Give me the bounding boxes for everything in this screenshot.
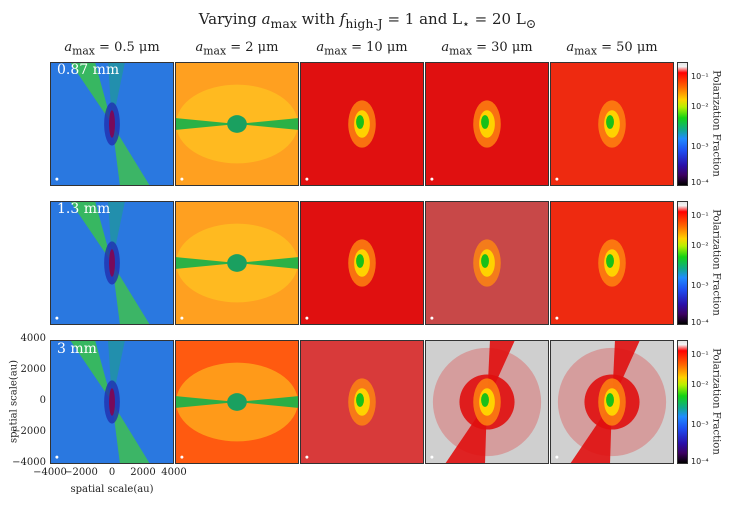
- map-panel-r0-c2: [300, 62, 424, 186]
- map-panel-r1-c3: [425, 201, 549, 325]
- x-tick-label: −2000: [64, 467, 98, 478]
- column-header-2: amax = 10 μm: [316, 40, 408, 58]
- map-panel-r1-c1: [175, 201, 299, 325]
- column-header-4: amax = 50 μm: [566, 40, 658, 58]
- map-panel-r1-c4: [550, 201, 674, 325]
- cbar-tick: 10⁻²: [691, 380, 709, 389]
- cbar-tick: 10⁻¹: [691, 211, 709, 220]
- cbar-tick: 10⁻³: [691, 420, 709, 429]
- wavelength-label-row-0: 0.87 mm: [57, 62, 120, 78]
- map-panel-r0-c4: [550, 62, 674, 186]
- colorbar-label-row-1: Polarization Fraction: [710, 209, 722, 316]
- map-panel-r1-c0: [50, 201, 174, 325]
- cbar-tick: 10⁻³: [691, 142, 709, 151]
- y-tick-label: 2000: [20, 364, 46, 375]
- y-tick-label: −2000: [12, 426, 46, 437]
- map-panel-r0-c3: [425, 62, 549, 186]
- cbar-tick: 10⁻⁴: [691, 318, 709, 327]
- map-panel-r0-c0: [50, 62, 174, 186]
- colorbar-row-2: [677, 340, 688, 464]
- wavelength-label-row-2: 3 mm: [57, 341, 97, 357]
- y-tick-label: 4000: [20, 333, 46, 344]
- cbar-tick: 10⁻¹: [691, 350, 709, 359]
- map-panel-r2-c1: [175, 340, 299, 464]
- colorbar-row-0: [677, 62, 688, 186]
- x-tick-label: 0: [108, 467, 116, 478]
- x-tick-label: 2000: [130, 467, 156, 478]
- wavelength-label-row-1: 1.3 mm: [57, 201, 111, 217]
- cbar-tick: 10⁻⁴: [691, 457, 709, 466]
- cbar-tick: 10⁻¹: [691, 72, 709, 81]
- colorbar-label-row-2: Polarization Fraction: [710, 348, 722, 455]
- cbar-tick: 10⁻²: [691, 102, 709, 111]
- cbar-tick: 10⁻⁴: [691, 178, 709, 187]
- figure-title: Varying amax with fhigh-J = 1 and L⋆ = 2…: [198, 10, 537, 31]
- cbar-tick: 10⁻²: [691, 241, 709, 250]
- column-header-1: amax = 2 μm: [195, 40, 279, 58]
- x-tick-label: 4000: [161, 467, 187, 478]
- map-panel-r2-c2: [300, 340, 424, 464]
- map-panel-r2-c4: [550, 340, 674, 464]
- map-panel-r2-c3: [425, 340, 549, 464]
- column-header-0: amax = 0.5 μm: [64, 40, 160, 58]
- colorbar-row-1: [677, 201, 688, 325]
- x-tick-label: −4000: [33, 467, 67, 478]
- map-panel-r2-c0: [50, 340, 174, 464]
- cbar-tick: 10⁻³: [691, 281, 709, 290]
- map-panel-r1-c2: [300, 201, 424, 325]
- y-tick-label: 0: [39, 395, 46, 406]
- column-header-3: amax = 30 μm: [441, 40, 533, 58]
- x-axis-title: spatial scale(au): [70, 484, 154, 495]
- map-panel-r0-c1: [175, 62, 299, 186]
- y-tick-label: −4000: [12, 457, 46, 468]
- colorbar-label-row-0: Polarization Fraction: [710, 70, 722, 177]
- y-axis-title: spatial scale(au): [8, 359, 20, 444]
